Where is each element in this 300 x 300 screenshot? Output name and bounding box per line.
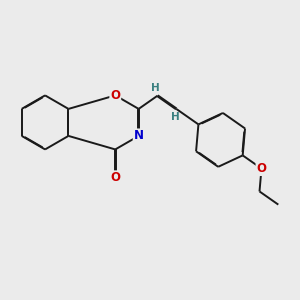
Text: O: O <box>110 89 120 102</box>
Text: H: H <box>151 83 160 93</box>
Text: O: O <box>110 171 120 184</box>
Text: O: O <box>256 162 266 175</box>
Text: N: N <box>134 129 144 142</box>
Text: H: H <box>171 112 179 122</box>
